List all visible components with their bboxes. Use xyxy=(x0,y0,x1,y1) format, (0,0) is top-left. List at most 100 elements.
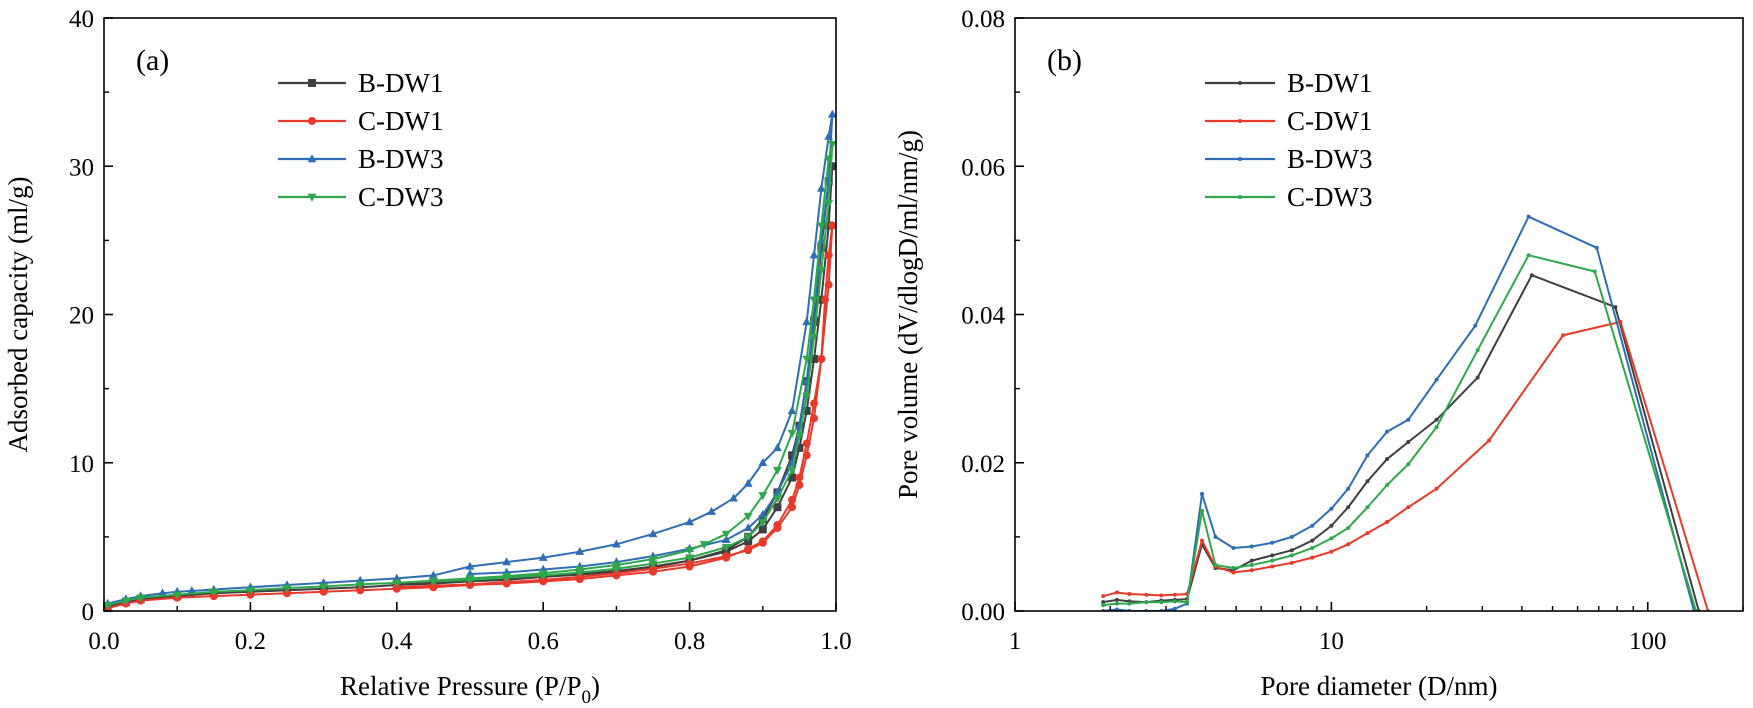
data-point xyxy=(1231,545,1236,550)
data-point xyxy=(758,525,767,534)
series-line-C-DW3 xyxy=(1103,254,1697,611)
data-point xyxy=(824,280,833,289)
data-point xyxy=(824,200,834,209)
data-point xyxy=(1385,429,1390,434)
data-point xyxy=(1270,564,1275,569)
data-point xyxy=(209,588,219,597)
data-point xyxy=(465,576,475,585)
legend-label: C-DW1 xyxy=(1287,106,1372,136)
data-point xyxy=(1127,591,1132,596)
data-point xyxy=(773,466,782,475)
data-point xyxy=(699,541,709,550)
data-point xyxy=(1329,549,1334,554)
series-line-C-DW1 xyxy=(1102,320,1709,611)
data-point xyxy=(1406,462,1411,467)
data-point xyxy=(802,355,812,364)
legend-marker xyxy=(308,117,316,125)
data-point xyxy=(1114,590,1119,595)
plot-area xyxy=(1101,214,1710,611)
legend-label: B-DW1 xyxy=(358,68,443,98)
data-point xyxy=(1434,425,1439,430)
data-point xyxy=(246,587,255,596)
data-point xyxy=(158,588,167,597)
data-point xyxy=(795,473,804,482)
data-point xyxy=(773,495,782,504)
data-point xyxy=(809,296,819,305)
data-point xyxy=(802,439,811,448)
data-point xyxy=(1365,505,1370,510)
data-point xyxy=(1172,599,1177,604)
x-tick-label: 0.4 xyxy=(381,628,413,655)
data-point xyxy=(1365,531,1370,536)
data-point xyxy=(172,591,182,600)
data-point xyxy=(685,517,694,526)
data-point xyxy=(758,538,767,547)
data-point xyxy=(1329,506,1334,511)
data-point xyxy=(1592,269,1597,274)
data-point xyxy=(809,250,819,259)
data-point xyxy=(773,503,782,512)
data-point xyxy=(1346,525,1351,530)
data-point xyxy=(1310,555,1315,560)
data-point xyxy=(707,506,716,515)
data-point xyxy=(575,569,585,578)
data-point xyxy=(1185,600,1190,605)
x-tick-label: 0.0 xyxy=(88,628,119,655)
data-point xyxy=(1365,479,1370,484)
x-tick-label: 0.8 xyxy=(674,628,705,655)
data-point xyxy=(795,480,804,489)
series-line-C-DW3 xyxy=(107,143,834,607)
data-point xyxy=(465,561,475,570)
data-point xyxy=(817,354,826,363)
plot-area xyxy=(104,109,836,611)
data-point xyxy=(1114,601,1119,606)
data-point xyxy=(787,406,797,415)
data-point xyxy=(809,333,819,342)
data-point xyxy=(802,392,812,401)
panel-label: (a) xyxy=(136,44,169,77)
data-point xyxy=(1346,486,1351,491)
y-tick-label: 0.00 xyxy=(961,599,1005,626)
legend-marker xyxy=(307,193,317,202)
data-point xyxy=(319,583,328,592)
data-point xyxy=(1329,536,1334,541)
data-point xyxy=(1200,538,1205,543)
plot-frame xyxy=(103,17,837,612)
data-point xyxy=(685,547,694,556)
data-point xyxy=(1249,563,1254,568)
legend-marker xyxy=(307,154,317,163)
x-tick-label: 0.2 xyxy=(235,628,266,655)
data-point xyxy=(538,572,548,581)
data-point xyxy=(1114,597,1119,602)
data-point xyxy=(1213,534,1218,539)
x-axis-label: Pore diameter (D/nm) xyxy=(1261,671,1498,701)
legend-label: C-DW3 xyxy=(1287,182,1372,212)
data-point xyxy=(1101,600,1106,605)
data-point xyxy=(743,533,753,542)
y-tick-label: 0.08 xyxy=(961,6,1005,33)
data-point xyxy=(1346,505,1351,510)
data-point xyxy=(648,529,658,538)
data-point xyxy=(1526,214,1531,219)
data-point xyxy=(1365,453,1370,458)
legend-marker xyxy=(1238,119,1242,123)
data-point xyxy=(802,317,812,326)
data-point xyxy=(355,581,365,590)
y-tick-label: 30 xyxy=(69,154,94,181)
y-axis-label: Pore volume (dV/dlogD/ml/nm/g) xyxy=(893,130,923,499)
y-axis-label: Adsorbed capacity (ml/g) xyxy=(3,177,33,453)
x-tick-label: 0.6 xyxy=(528,628,559,655)
data-point xyxy=(1159,593,1164,598)
legend-label: B-DW1 xyxy=(1287,68,1372,98)
data-point xyxy=(802,451,811,460)
data-point xyxy=(1289,548,1294,553)
data-point xyxy=(685,559,694,568)
data-point xyxy=(538,552,548,561)
y-tick-label: 0.02 xyxy=(961,451,1005,478)
data-point xyxy=(429,578,438,587)
chart-panel-0: 0 10 20 30 40 0.0 0.2 0.4 0.6 0.8 1.0 Relative Pres… xyxy=(3,6,852,708)
data-point xyxy=(392,573,402,582)
data-point xyxy=(758,492,768,501)
data-point xyxy=(1144,592,1149,597)
